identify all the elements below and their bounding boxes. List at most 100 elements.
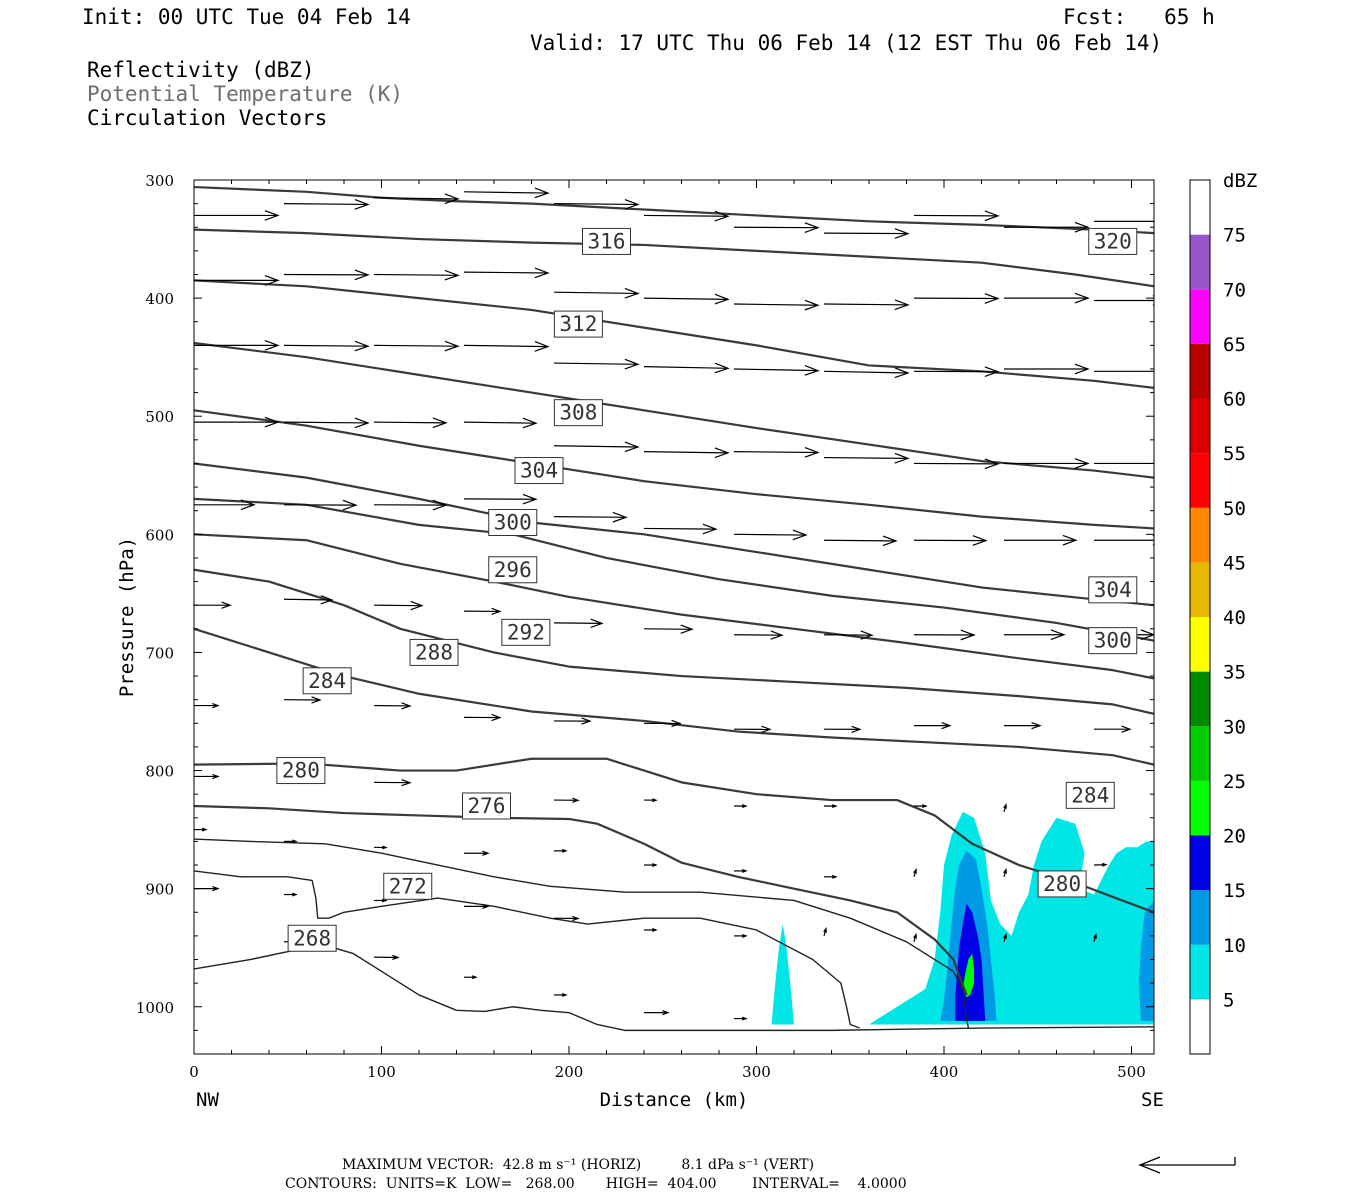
y-tick-label: 1000 (136, 999, 174, 1017)
vector-head (392, 954, 400, 961)
circulation-vector (643, 798, 658, 803)
vector-shaft (373, 421, 447, 424)
circulation-vector (734, 933, 748, 938)
vector-shaft (283, 598, 333, 601)
circulation-vector (283, 198, 370, 210)
circulation-vector (733, 630, 784, 640)
circulation-vector (553, 358, 640, 370)
y-tick-label: 900 (145, 881, 174, 899)
vector-head (742, 933, 748, 938)
circulation-vector (1003, 932, 1007, 942)
vector-head (823, 927, 827, 933)
circulation-vector (913, 458, 1000, 470)
circulation-vector (463, 713, 502, 722)
colorbar-label-40: 40 (1223, 607, 1246, 629)
circulation-vector (643, 523, 718, 535)
theta-contour-272 (194, 870, 860, 1029)
vector-head (1074, 458, 1090, 469)
circulation-vector (733, 804, 748, 808)
vector-shaft (373, 197, 459, 200)
vector-head (742, 1016, 748, 1021)
circulation-vector (373, 954, 400, 961)
circulation-vector (553, 797, 580, 803)
circulation-vector (553, 287, 640, 299)
vector-head (714, 362, 730, 374)
contour-label-268: 268 (293, 926, 331, 950)
vector-head (1074, 221, 1090, 233)
contour-label-right-1: 300 (1094, 629, 1132, 653)
colorbar-segment-50 (1190, 453, 1210, 508)
vector-head (984, 293, 1000, 304)
vector-shaft (373, 344, 459, 347)
colorbar-segment-5 (1190, 944, 1210, 1000)
contour-label-280-box (276, 757, 326, 785)
vector-head (624, 198, 640, 210)
vector-shaft (823, 539, 897, 542)
circulation-vector (643, 210, 730, 222)
vector-head (882, 535, 898, 547)
circulation-vector (913, 804, 928, 808)
x-tick-label: 200 (555, 1063, 584, 1081)
vector-head (832, 804, 838, 808)
vector-shaft (283, 421, 369, 424)
colorbar-frame (1189, 179, 1211, 1055)
colorbar-label-25: 25 (1223, 771, 1246, 793)
theta-contour-296 (194, 533, 1154, 680)
circulation-vector (734, 868, 748, 873)
theta-contour-280 (194, 804, 968, 996)
circulation-vector (463, 493, 538, 505)
init-time: Init: 00 UTC Tue 04 Feb 14 (82, 5, 411, 29)
circulation-vector (464, 975, 478, 980)
circulation-vector (1004, 292, 1090, 304)
vector-head (792, 529, 808, 541)
colorbar: 5 10 15 20 25 30 35 40 45 50 55 60 65 70 75 (1189, 179, 1246, 1055)
theta-contour-304 (194, 462, 1154, 607)
vector-head (1165, 367, 1178, 377)
vector-head (472, 975, 478, 980)
circulation-vector (194, 702, 220, 709)
colorbar-label-55: 55 (1223, 443, 1246, 465)
vector-head (1093, 932, 1097, 939)
circulation-vector (1094, 220, 1154, 222)
vector-head (894, 452, 910, 464)
vector-head (522, 493, 538, 505)
circulation-vector (733, 299, 820, 311)
vector-head (1031, 722, 1042, 730)
y-tick-label: 800 (145, 763, 174, 781)
colorbar-segment-below (1190, 999, 1210, 1054)
contour-label-284-box (302, 667, 352, 695)
vector-head (702, 523, 718, 535)
x-axis-title: Distance (km) (600, 1089, 749, 1111)
reflectivity-region-20-5 (962, 953, 974, 998)
vector-head (612, 511, 628, 523)
vector-head (913, 932, 917, 939)
vector-head (320, 595, 334, 605)
contour-label-right-0-box (1088, 576, 1138, 604)
circulation-vector (553, 717, 592, 725)
contour-label-right-1-box (1088, 627, 1138, 655)
contour-label-296-box (488, 556, 538, 584)
vector-head (432, 499, 448, 511)
colorbar-label-70: 70 (1223, 279, 1246, 301)
vector-head (714, 210, 730, 222)
circulation-vector (464, 903, 490, 909)
contour-label-276: 276 (468, 794, 506, 818)
contour-label-276-box (462, 792, 511, 820)
vector-shaft (643, 214, 729, 217)
vector-head (671, 719, 682, 728)
vector-shaft (553, 203, 639, 206)
colorbar-segment-70 (1190, 234, 1210, 290)
vector-head (311, 696, 322, 704)
vector-head (534, 187, 550, 199)
circulation-vector (1094, 367, 1178, 377)
colorbar-label-10: 10 (1223, 935, 1246, 957)
circulation-vector (283, 340, 370, 352)
valid-time: Valid: 17 UTC Thu 06 Feb 14 (12 EST Thu … (530, 31, 1163, 55)
vector-head (292, 839, 298, 844)
circulation-vector (823, 804, 838, 808)
contour-label-320-box (1088, 227, 1138, 255)
vector-head (770, 630, 784, 640)
circulation-vector (464, 850, 490, 856)
x-tick-label: 0 (189, 1063, 199, 1081)
vector-head (212, 702, 220, 709)
